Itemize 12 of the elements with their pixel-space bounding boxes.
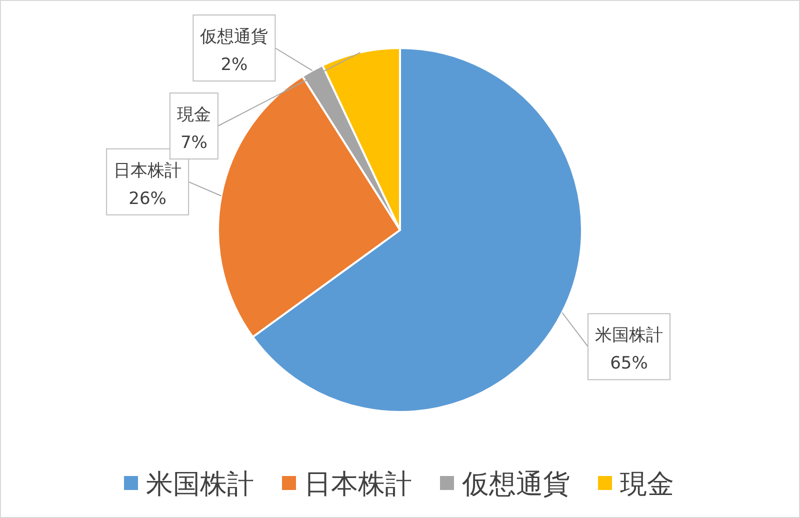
legend-label: 米国株計 xyxy=(146,469,254,500)
slice-label: 仮想通貨 xyxy=(199,27,268,47)
slice-label: 米国株計 xyxy=(594,326,663,346)
data-label: 7% xyxy=(180,133,208,153)
legend-label: 日本株計 xyxy=(304,469,412,500)
legend-label: 仮想通貨 xyxy=(461,469,570,500)
legend-label: 現金 xyxy=(620,469,674,500)
data-label: 2% xyxy=(220,55,248,75)
slice-label: 現金 xyxy=(176,105,211,125)
data-label: 65% xyxy=(610,354,648,374)
slice-label: 日本株計 xyxy=(114,160,182,181)
data-label: 26% xyxy=(128,188,166,209)
